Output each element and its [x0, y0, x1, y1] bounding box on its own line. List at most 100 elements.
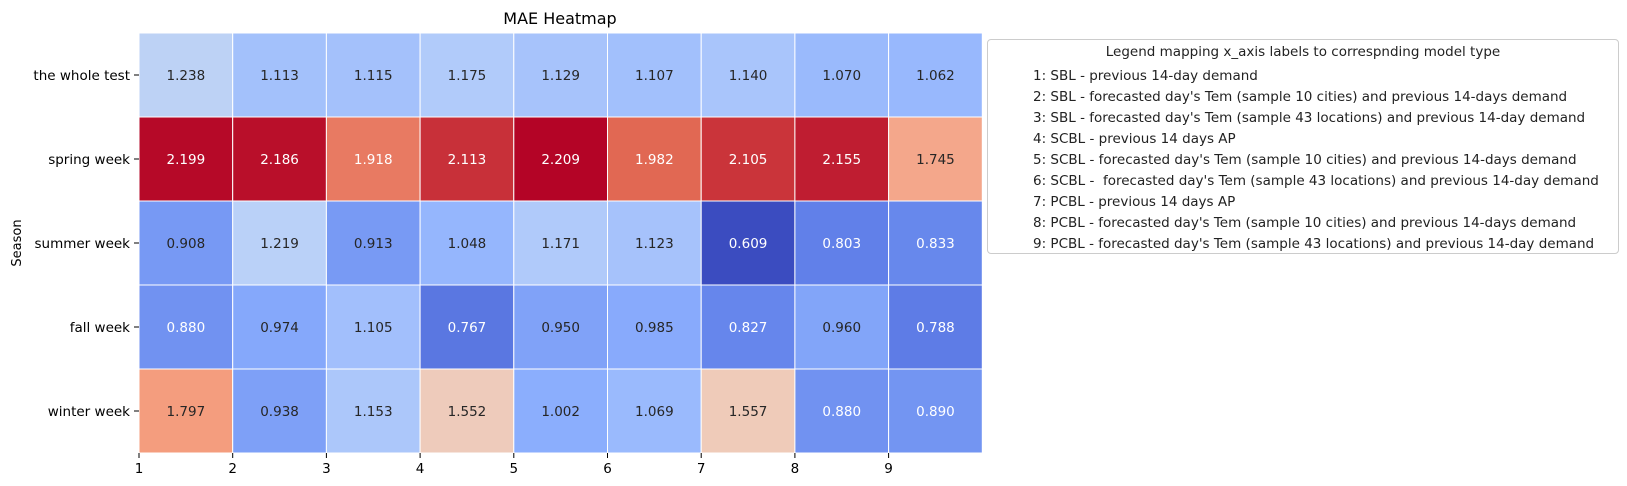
cell-value-r2-c7: 2.105 [729, 152, 768, 168]
legend: Legend mapping x_axis labels to correspn… [987, 39, 1619, 254]
heatmap-cell-r4-c5 [513, 284, 608, 370]
heatmap-cell-r5-c1 [138, 368, 234, 454]
legend-entry-3: 3: SBL - forecasted day's Tem (sample 43… [1033, 110, 1586, 126]
cell-value-r2-c9: 1.745 [916, 152, 955, 168]
cell-value-r4-c8: 0.960 [822, 320, 861, 336]
heatmap-cell-r2-c5 [513, 116, 608, 202]
x-tick-label-7: 7 [697, 461, 706, 477]
heatmap-cell-r3-c8 [794, 200, 890, 286]
heatmap-cells [138, 32, 983, 454]
cell-value-r5-c7: 1.557 [729, 404, 768, 420]
chart-title: MAE Heatmap [503, 9, 616, 28]
legend-entry-9: 9: PCBL - forecasted day's Tem (sample 4… [1033, 236, 1595, 252]
cell-value-r1-c2: 1.113 [260, 68, 299, 84]
heatmap-cell-r5-c5 [513, 368, 608, 454]
cell-value-r5-c6: 1.069 [635, 404, 674, 420]
heatmap-cell-r5-c2 [232, 368, 327, 454]
heatmap-cell-r1-c9 [888, 32, 983, 118]
y-axis-label: Season [10, 219, 25, 266]
y-tick-label-1: the whole test [33, 68, 130, 84]
cell-value-r4-c3: 1.105 [354, 320, 393, 336]
cell-value-r3-c4: 1.048 [448, 236, 487, 252]
heatmap-cell-r4-c9 [888, 284, 983, 370]
cell-value-r2-c6: 1.982 [635, 152, 674, 168]
cell-value-r5-c3: 1.153 [354, 404, 393, 420]
cell-value-r1-c4: 1.175 [448, 68, 487, 84]
cell-value-r2-c1: 2.199 [167, 152, 206, 168]
heatmap-cell-r3-c6 [607, 200, 702, 286]
heatmap-cell-r1-c5 [513, 32, 608, 118]
cell-value-r4-c5: 0.950 [541, 320, 580, 336]
cell-value-r3-c1: 0.908 [167, 236, 206, 252]
legend-entry-1: 1: SBL - previous 14-day demand [1033, 68, 1258, 84]
heatmap-cell-r1-c6 [607, 32, 702, 118]
legend-entry-6: 6: SCBL - forecasted day's Tem (sample 4… [1033, 173, 1599, 189]
cell-value-r2-c3: 1.918 [354, 152, 393, 168]
cell-value-r4-c1: 0.880 [167, 320, 206, 336]
x-tick-label-1: 1 [135, 461, 144, 477]
heatmap-cell-r5-c6 [607, 368, 702, 454]
cell-value-r1-c1: 1.238 [167, 68, 206, 84]
heatmap-cell-r4-c7 [700, 284, 796, 370]
heatmap-cell-r4-c6 [607, 284, 702, 370]
heatmap-cell-r2-c6 [607, 116, 702, 202]
legend-entry-8: 8: PCBL - forecasted day's Tem (sample 1… [1033, 215, 1577, 231]
cell-value-r3-c8: 0.803 [822, 236, 861, 252]
x-tick-label-9: 9 [884, 461, 893, 477]
cell-value-r5-c1: 1.797 [167, 404, 206, 420]
heatmap-cell-r1-c8 [794, 32, 890, 118]
heatmap-cell-r2-c3 [325, 116, 421, 202]
legend-title: Legend mapping x_axis labels to correspn… [1105, 44, 1501, 60]
cell-value-r5-c4: 1.552 [448, 404, 487, 420]
y-tick-label-2: spring week [48, 152, 130, 168]
cell-value-r1-c5: 1.129 [541, 68, 580, 84]
cell-value-r1-c3: 1.115 [354, 68, 393, 84]
cell-value-r3-c2: 1.219 [260, 236, 299, 252]
cell-value-r3-c5: 1.171 [541, 236, 580, 252]
x-tick-label-8: 8 [791, 461, 800, 477]
cell-value-r5-c8: 0.880 [822, 404, 861, 420]
cell-value-r3-c7: 0.609 [729, 236, 768, 252]
heatmap-cell-r4-c8 [794, 284, 890, 370]
cell-value-r5-c9: 0.890 [916, 404, 955, 420]
cell-value-r2-c2: 2.186 [260, 152, 299, 168]
cell-value-r4-c9: 0.788 [916, 320, 955, 336]
cell-value-r4-c7: 0.827 [729, 320, 768, 336]
heatmap-cell-r5-c7 [700, 368, 796, 454]
cell-value-r2-c5: 2.209 [541, 152, 580, 168]
cell-value-r5-c2: 0.938 [260, 404, 299, 420]
cell-value-r3-c6: 1.123 [635, 236, 674, 252]
cell-value-r4-c4: 0.767 [448, 320, 487, 336]
x-tick-label-4: 4 [416, 461, 425, 477]
cell-value-r1-c6: 1.107 [635, 68, 674, 84]
cell-value-r2-c4: 2.113 [448, 152, 487, 168]
x-axis: 1 2 3 4 5 6 7 8 9 [135, 453, 893, 477]
legend-entry-5: 5: SCBL - forecasted day's Tem (sample 1… [1033, 152, 1577, 168]
legend-entry-2: 2: SBL - forecasted day's Tem (sample 10… [1033, 89, 1568, 105]
legend-entry-4: 4: SCBL - previous 14 days AP [1033, 131, 1236, 147]
cell-value-r2-c8: 2.155 [822, 152, 861, 168]
y-tick-label-5: winter week [48, 404, 130, 420]
heatmap-cell-r3-c7 [700, 200, 796, 286]
cell-value-r4-c6: 0.985 [635, 320, 674, 336]
heatmap-cell-r2-c9 [888, 116, 983, 202]
heatmap-cell-r4-c2 [232, 284, 327, 370]
cell-value-r4-c2: 0.974 [260, 320, 299, 336]
x-tick-label-5: 5 [510, 461, 519, 477]
cell-value-r1-c9: 1.062 [916, 68, 955, 84]
heatmap-cell-r2-c4 [419, 116, 515, 202]
heatmap-cell-r3-c4 [419, 200, 515, 286]
x-tick-label-3: 3 [322, 461, 331, 477]
heatmap-cell-r4-c4 [419, 284, 515, 370]
cell-value-r3-c9: 0.833 [916, 236, 955, 252]
cell-value-r1-c8: 1.070 [822, 68, 861, 84]
heatmap-cell-r3-c9 [888, 200, 983, 286]
heatmap-cell-r5-c8 [794, 368, 890, 454]
cell-value-r1-c7: 1.140 [729, 68, 768, 84]
y-tick-label-4: fall week [70, 320, 130, 336]
legend-entry-7: 7: PCBL - previous 14 days AP [1033, 194, 1236, 210]
cell-value-r3-c3: 0.913 [354, 236, 393, 252]
x-tick-label-6: 6 [603, 461, 612, 477]
heatmap-cell-r2-c2 [232, 116, 327, 202]
